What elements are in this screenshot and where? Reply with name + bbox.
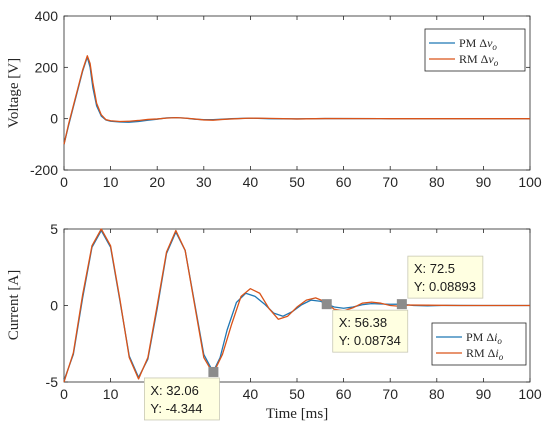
legend-box	[431, 322, 527, 366]
legend-entry: PM Δvo	[459, 36, 497, 52]
x-tick-label: 100	[518, 386, 542, 402]
x-tick-label: 70	[382, 174, 398, 190]
x-tick-label: 80	[429, 386, 445, 402]
legend-entry: PM Δio	[466, 330, 502, 346]
x-tick-label: 90	[476, 174, 492, 190]
y-tick-label: 0	[50, 111, 58, 127]
datatip-y: Y: 0.08893	[414, 279, 476, 294]
x-tick-label: 20	[149, 174, 165, 190]
datatip-box	[143, 377, 220, 421]
legend-entry-main: RM Δ	[466, 346, 496, 360]
current-ylabel: Current [A]	[6, 270, 22, 340]
x-tick-label: 10	[103, 174, 119, 190]
x-tick-label: 10	[103, 386, 119, 402]
x-tick-label: 60	[336, 386, 352, 402]
x-tick-label: 50	[289, 174, 305, 190]
datatip-marker[interactable]	[396, 299, 407, 310]
legend-entry-sub: o	[492, 42, 497, 52]
legend-entry-main: RM Δ	[459, 52, 489, 66]
x-tick-label: 60	[336, 174, 352, 190]
datatip-marker[interactable]	[321, 299, 332, 310]
series-line-1	[63, 228, 530, 383]
series-line-1	[63, 55, 530, 145]
current-xlabel: Time [ms]	[266, 406, 328, 422]
x-tick-label: 50	[289, 386, 305, 402]
datatip-box	[407, 255, 484, 299]
datatip-x: X: 72.5	[414, 261, 455, 276]
legend-entry-var: i	[494, 330, 497, 344]
legend-entry: RM Δio	[466, 346, 504, 362]
datatip-x: X: 32.06	[150, 383, 198, 398]
y-tick-label: 5	[50, 221, 58, 237]
legend-entry-sub: o	[494, 58, 499, 68]
voltage-ylabel: Voltage [V]	[6, 58, 22, 128]
legend-entry-main: PM Δ	[466, 330, 494, 344]
x-tick-label: 40	[243, 386, 259, 402]
y-tick-label: 200	[35, 59, 59, 75]
x-tick-label: 90	[476, 386, 492, 402]
y-tick-label: 0	[50, 298, 58, 314]
legend-entry-sub: o	[497, 336, 502, 346]
datatips: X: 32.06 Y: -4.344 X: 56.38 Y: 0.08734 X: 72…	[143, 255, 484, 421]
datatip-y: Y: -4.344	[150, 401, 202, 416]
datatip-x: X: 56.38	[339, 315, 387, 330]
x-tick-label: 80	[429, 174, 445, 190]
legend-box	[424, 28, 526, 72]
x-tick-label: 70	[382, 386, 398, 402]
y-tick-label: -5	[46, 374, 59, 390]
y-tick-label: -200	[30, 162, 58, 178]
x-tick-label: 40	[243, 174, 259, 190]
datatip-marker[interactable]	[208, 366, 219, 377]
datatip-y: Y: 0.08734	[339, 333, 401, 348]
legend-entry-var: v	[488, 52, 494, 66]
x-tick-label: 0	[60, 174, 68, 190]
legend-entry-var: i	[495, 346, 498, 360]
legend-entry-sub: o	[499, 352, 504, 362]
x-tick-label: 0	[60, 386, 68, 402]
x-tick-label: 30	[196, 174, 212, 190]
current-series-lines	[63, 228, 530, 383]
legend-entry: RM Δvo	[459, 52, 499, 68]
y-tick-label: 400	[35, 8, 59, 24]
legend-entry-var: v	[487, 36, 493, 50]
datatip-box	[332, 309, 409, 353]
voltage-series-lines	[63, 55, 530, 145]
x-tick-label: 100	[518, 174, 542, 190]
legend-entry-main: PM Δ	[459, 36, 487, 50]
